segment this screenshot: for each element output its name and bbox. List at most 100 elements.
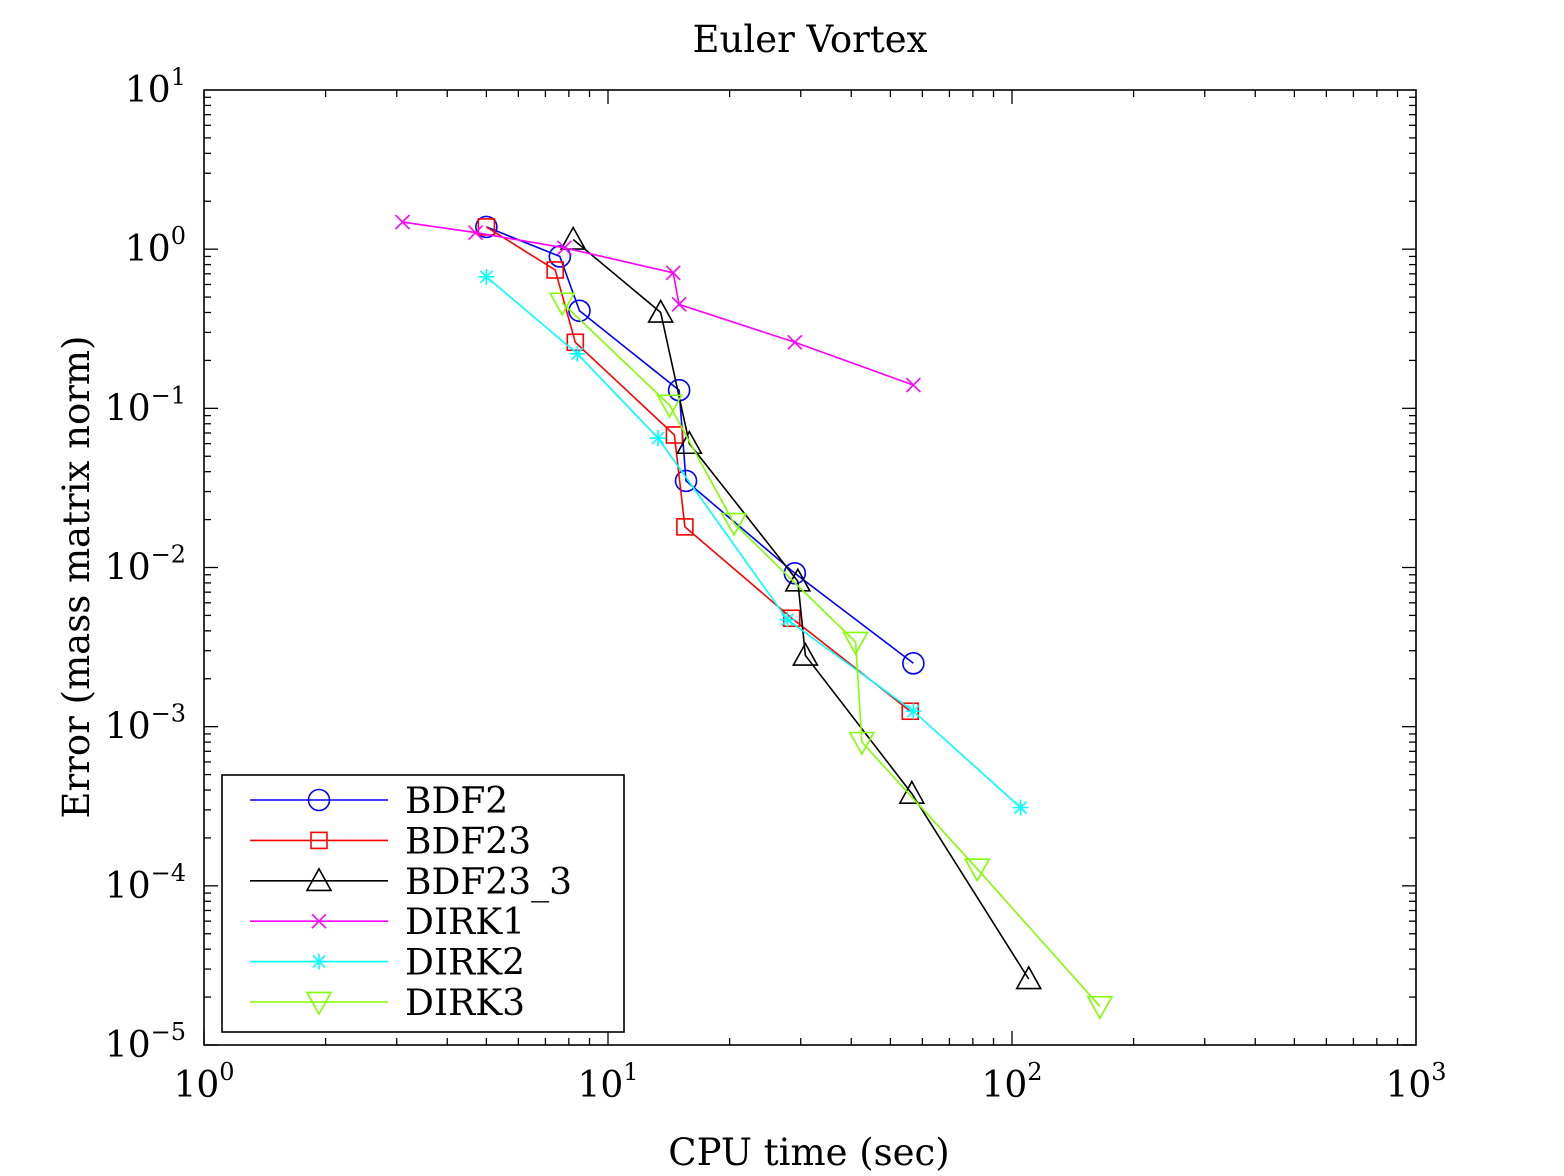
x-tick-exponent: 0	[219, 1058, 234, 1086]
series-bdf2	[475, 215, 925, 675]
marker-stroke	[671, 296, 687, 312]
legend-entry-bdf23-3: BDF23_3	[250, 862, 572, 903]
data-point-dirk3	[963, 858, 991, 883]
series-dirk2	[478, 268, 1029, 816]
series-line-bdf23	[485, 226, 911, 712]
y-tick-base: 10	[125, 70, 171, 111]
y-tick-exponent: −4	[151, 859, 186, 887]
legend-marker-bdf2	[307, 788, 331, 812]
data-point-bdf2	[475, 215, 498, 239]
y-tick-exponent: −1	[151, 381, 186, 409]
x-tick-base: 10	[173, 1065, 219, 1106]
y-tick-label: 10−2	[105, 541, 186, 589]
x-tick-label: 100	[173, 1058, 234, 1106]
data-point-bdf23	[676, 518, 694, 536]
series-dirk3	[548, 292, 1114, 1020]
data-point-dirk1	[665, 265, 681, 281]
y-tick-exponent: −3	[151, 700, 186, 728]
legend-label-bdf23-3: BDF23_3	[405, 862, 572, 903]
legend-entry-dirk3: DIRK3	[250, 983, 525, 1024]
data-point-bdf23	[782, 609, 801, 628]
x-axis-label: CPU time (sec)	[668, 1131, 949, 1174]
y-tick-label: 100	[125, 222, 186, 270]
data-point-dirk3	[656, 394, 683, 419]
data-point-bdf23-3	[1015, 965, 1043, 990]
y-tick-label: 10−3	[105, 700, 186, 748]
y-tick-exponent: 0	[171, 222, 186, 250]
x-tick-exponent: 1	[623, 1058, 638, 1086]
y-tick-label: 10−4	[105, 859, 186, 907]
data-point-dirk1	[905, 377, 921, 393]
chart-title: Euler Vortex	[693, 18, 928, 61]
data-point-dirk2	[779, 611, 796, 628]
data-point-bdf2	[548, 245, 572, 268]
marker-stroke	[467, 225, 484, 241]
marker-stroke	[311, 913, 327, 929]
x-tick-label: 103	[1385, 1058, 1446, 1106]
y-tick-label: 10−5	[105, 1018, 186, 1066]
data-point-dirk2	[569, 345, 586, 362]
marker-stroke	[905, 377, 921, 393]
data-point-bdf23-3	[898, 779, 926, 804]
legend-entry-dirk2: DIRK2	[250, 943, 525, 984]
data-point-dirk2	[478, 268, 495, 285]
x-tick-label: 102	[981, 1058, 1042, 1106]
series-bdf23-3	[559, 225, 1043, 990]
marker-stroke	[906, 704, 920, 718]
plot-series	[394, 214, 1114, 1020]
series-line-dirk1	[402, 221, 914, 386]
plot-frame	[203, 89, 1417, 1046]
x-tick-exponent: 2	[1027, 1058, 1042, 1086]
data-point-dirk2	[1012, 799, 1029, 816]
data-point-bdf2	[568, 299, 591, 323]
marker-stroke	[1013, 801, 1028, 815]
data-point-bdf23	[566, 333, 585, 352]
legend-marker-bdf23	[310, 831, 328, 850]
x-tick-base: 10	[577, 1065, 623, 1106]
data-point-dirk3	[1086, 995, 1114, 1020]
marker-stroke	[665, 265, 681, 281]
marker-stroke	[570, 347, 584, 361]
data-point-dirk2	[905, 703, 922, 720]
legend-marker-dirk1	[311, 913, 327, 929]
legend-label-bdf2: BDF2	[405, 781, 508, 822]
legend-label-dirk3: DIRK3	[405, 983, 525, 1024]
legend-label-dirk1: DIRK1	[405, 902, 525, 943]
data-point-bdf23	[665, 426, 684, 444]
series-line-dirk2	[485, 276, 1022, 809]
legend-marker-dirk3	[305, 991, 333, 1016]
data-point-dirk3	[548, 292, 576, 317]
x-tick-base: 10	[1385, 1065, 1431, 1106]
data-point-dirk3	[720, 512, 748, 537]
legend-label-bdf23: BDF23	[405, 821, 531, 862]
marker-stroke	[394, 214, 411, 230]
y-tick-label: 10−1	[105, 381, 186, 429]
data-point-dirk3	[842, 631, 869, 656]
data-point-dirk1	[671, 296, 687, 312]
data-point-bdf23-3	[676, 429, 703, 455]
legend-marker-bdf23-3	[305, 867, 333, 892]
x-tick-base: 10	[981, 1065, 1027, 1106]
y-tick-exponent: −5	[151, 1018, 186, 1046]
y-tick-base: 10	[105, 388, 151, 429]
marker-stroke	[651, 431, 665, 445]
series-dirk1	[394, 214, 921, 393]
data-point-dirk1	[394, 214, 411, 230]
data-point-dirk1	[787, 334, 803, 350]
marker-stroke	[556, 240, 572, 256]
data-point-bdf23-3	[792, 641, 819, 666]
y-tick-base: 10	[105, 707, 151, 748]
series-line-dirk3	[561, 302, 1101, 1007]
data-point-dirk1	[467, 225, 484, 241]
legend-entry-bdf2: BDF2	[250, 781, 508, 822]
x-tick-exponent: 3	[1431, 1058, 1446, 1086]
y-tick-exponent: −2	[151, 541, 186, 569]
y-tick-base: 10	[105, 1025, 151, 1066]
x-tick-label: 101	[577, 1058, 638, 1106]
data-point-bdf2	[674, 469, 698, 493]
marker-stroke	[312, 955, 326, 969]
y-tick-base: 10	[105, 548, 151, 589]
marker-stroke	[780, 613, 794, 627]
